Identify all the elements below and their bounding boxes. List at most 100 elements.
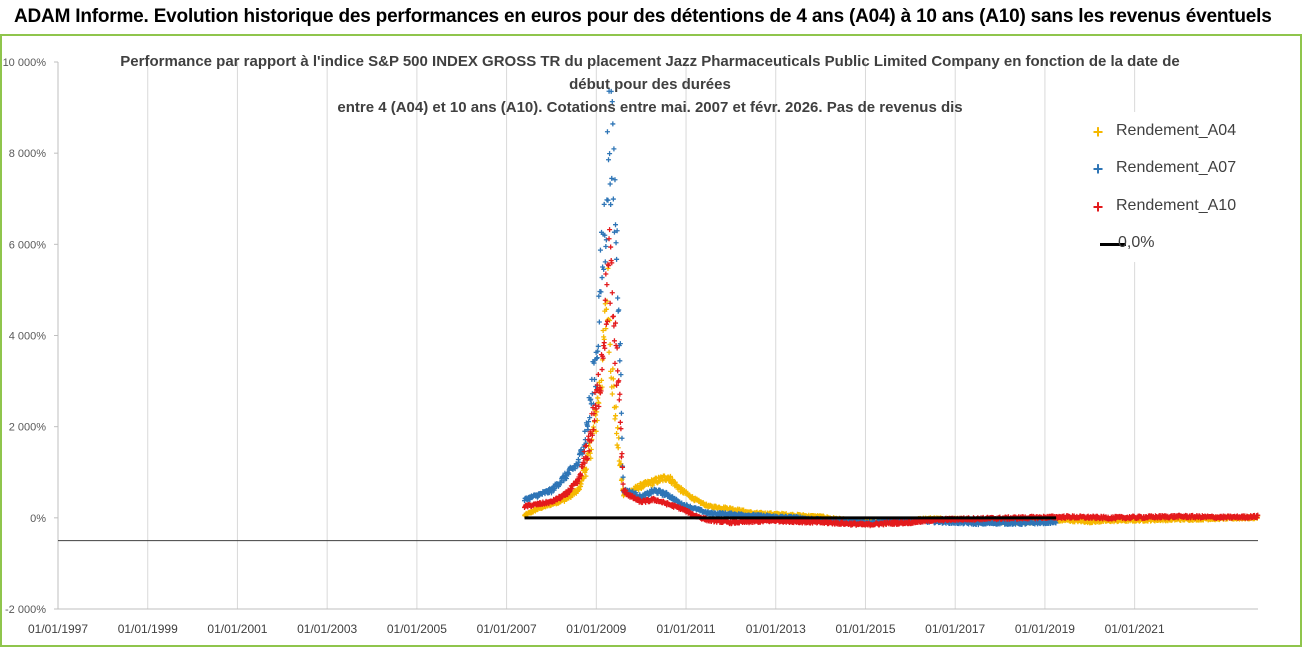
data-point bbox=[609, 175, 615, 181]
series-rendement_a04 bbox=[522, 265, 1261, 526]
chart-legend: + Rendement_A04 + Rendement_A07 + Rendem… bbox=[1072, 112, 1260, 262]
data-point bbox=[603, 321, 609, 327]
data-point bbox=[591, 411, 597, 417]
y-tick-label: 6 000% bbox=[9, 239, 47, 251]
data-point bbox=[623, 488, 629, 494]
report-title: ADAM Informe. Evolution historique des p… bbox=[14, 6, 1272, 27]
data-point bbox=[607, 300, 613, 306]
data-point bbox=[608, 202, 614, 208]
data-point bbox=[616, 397, 622, 403]
data-point bbox=[615, 368, 621, 374]
data-point bbox=[601, 340, 607, 346]
y-tick-label: 10 000% bbox=[3, 57, 47, 69]
data-point bbox=[588, 438, 594, 444]
data-point bbox=[598, 289, 604, 295]
data-point bbox=[607, 341, 613, 347]
data-point bbox=[618, 372, 624, 378]
x-tick-label: 01/01/1997 bbox=[28, 622, 88, 636]
data-point bbox=[603, 243, 609, 249]
data-point bbox=[616, 458, 622, 464]
data-point bbox=[614, 430, 620, 436]
data-point bbox=[606, 236, 612, 242]
data-point bbox=[610, 313, 616, 319]
y-tick-label: 0% bbox=[30, 513, 46, 525]
data-point bbox=[620, 474, 626, 480]
data-point bbox=[608, 88, 614, 94]
data-point bbox=[616, 378, 622, 384]
data-point bbox=[617, 391, 623, 397]
x-tick-label: 01/01/2019 bbox=[1015, 622, 1075, 636]
data-point bbox=[601, 266, 607, 272]
data-point bbox=[615, 425, 621, 431]
data-point bbox=[602, 345, 608, 351]
data-point bbox=[615, 295, 621, 301]
data-point bbox=[604, 282, 610, 288]
data-point bbox=[603, 271, 609, 277]
data-point bbox=[580, 464, 586, 470]
chart-title-line-1: Performance par rapport à l'indice S&P 5… bbox=[120, 53, 1180, 70]
data-point bbox=[589, 391, 595, 397]
data-point bbox=[617, 341, 623, 347]
legend-label-zero: 0,0% bbox=[1118, 234, 1155, 251]
data-point bbox=[597, 247, 603, 253]
data-point bbox=[592, 418, 598, 424]
data-point bbox=[594, 382, 600, 388]
chart-title-line-3: entre 4 (A04) et 10 ans (A10). Cotations… bbox=[337, 99, 963, 116]
data-point bbox=[582, 460, 588, 466]
data-point bbox=[619, 435, 625, 441]
data-point bbox=[613, 342, 619, 348]
data-point bbox=[599, 377, 605, 383]
x-tick-label: 01/01/2017 bbox=[925, 622, 985, 636]
data-point bbox=[614, 256, 620, 262]
data-point bbox=[614, 382, 620, 388]
data-point bbox=[600, 327, 606, 333]
data-point bbox=[596, 319, 602, 325]
x-tick-label: 01/01/2015 bbox=[835, 622, 895, 636]
data-point bbox=[603, 237, 609, 243]
data-point bbox=[613, 320, 619, 326]
data-point bbox=[612, 177, 618, 183]
data-point bbox=[617, 358, 623, 364]
data-point bbox=[614, 228, 620, 234]
data-point bbox=[583, 473, 589, 479]
data-point bbox=[585, 455, 591, 461]
data-point bbox=[609, 99, 615, 105]
data-point bbox=[610, 196, 616, 202]
data-point bbox=[592, 390, 598, 396]
x-tick-label: 01/01/1999 bbox=[118, 622, 178, 636]
legend-marker-a04: + bbox=[1092, 122, 1104, 142]
data-point bbox=[618, 410, 624, 416]
legend-marker-a10: + bbox=[1092, 197, 1104, 217]
data-point bbox=[591, 360, 597, 366]
data-point bbox=[586, 448, 592, 454]
legend-line-zero bbox=[1100, 243, 1126, 246]
data-point bbox=[602, 259, 608, 265]
data-point bbox=[595, 371, 601, 377]
data-point bbox=[1255, 512, 1261, 518]
data-point bbox=[601, 201, 607, 207]
data-point bbox=[667, 473, 673, 479]
x-tick-label: 01/01/2003 bbox=[297, 622, 357, 636]
data-point bbox=[611, 146, 617, 152]
data-point bbox=[589, 432, 595, 438]
data-point bbox=[612, 360, 618, 366]
data-point bbox=[603, 306, 609, 312]
x-tick-label: 01/01/2007 bbox=[477, 622, 537, 636]
data-point bbox=[618, 426, 624, 432]
data-point bbox=[607, 151, 613, 157]
data-point bbox=[602, 297, 608, 303]
data-point bbox=[614, 442, 620, 448]
x-tick-label: 01/01/2009 bbox=[566, 622, 626, 636]
data-point bbox=[576, 486, 582, 492]
data-point bbox=[609, 260, 615, 266]
legend-marker-a07: + bbox=[1092, 159, 1104, 179]
data-point bbox=[620, 481, 626, 487]
legend-label-a10: Rendement_A10 bbox=[1116, 197, 1237, 214]
data-point bbox=[611, 229, 617, 235]
y-tick-label: 2 000% bbox=[9, 422, 47, 434]
data-point bbox=[609, 290, 615, 296]
data-point bbox=[575, 463, 581, 469]
data-point bbox=[614, 345, 620, 351]
data-point bbox=[613, 240, 619, 246]
